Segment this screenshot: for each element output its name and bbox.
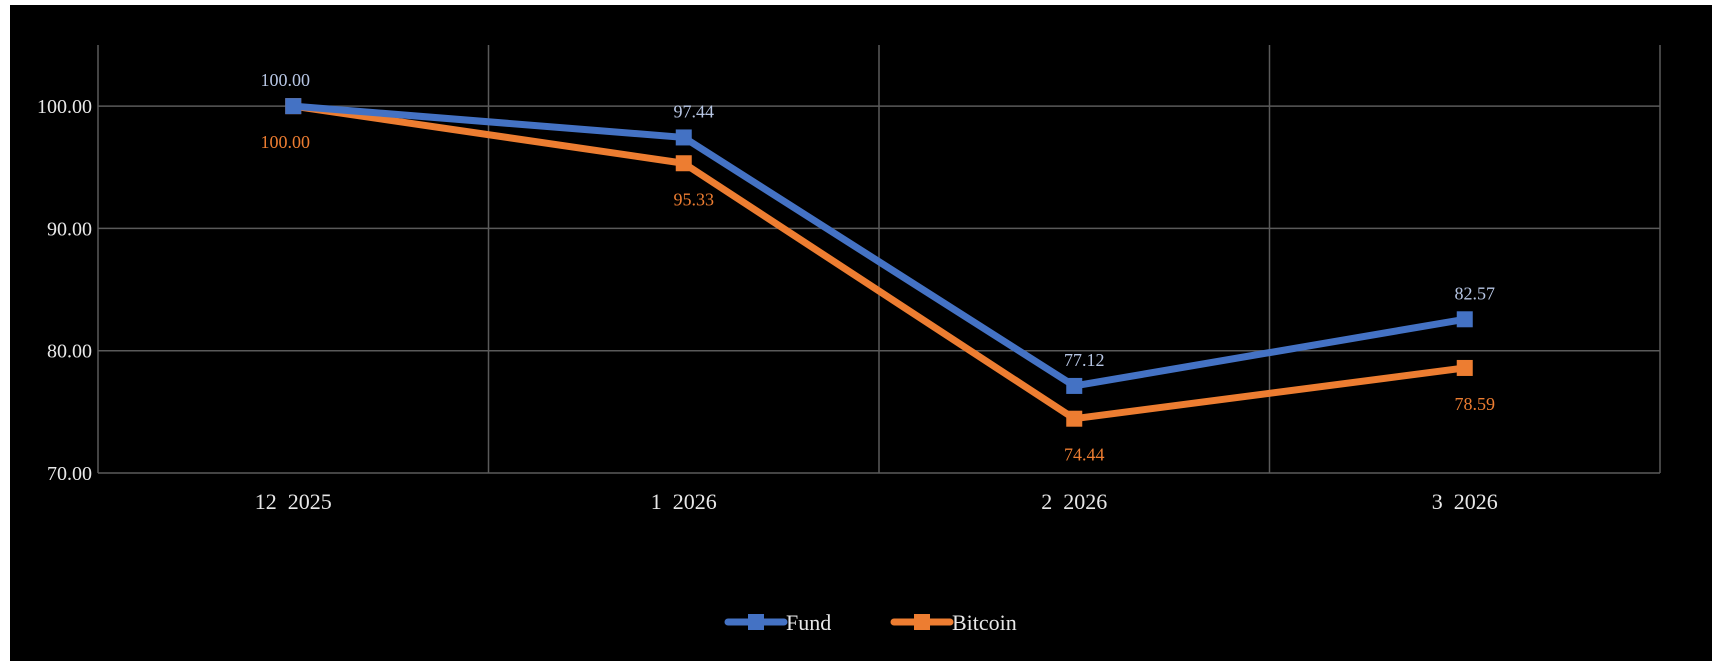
data-point-fund bbox=[676, 129, 692, 145]
data-point-bitcoin bbox=[1066, 411, 1082, 427]
data-label-fund: 100.00 bbox=[261, 70, 311, 90]
y-tick-label: 90.00 bbox=[47, 218, 92, 240]
data-point-fund bbox=[1066, 378, 1082, 394]
data-label-bitcoin: 95.33 bbox=[674, 189, 715, 209]
legend-swatch-marker bbox=[914, 614, 930, 630]
y-tick-label: 80.00 bbox=[47, 341, 92, 363]
data-label-fund: 77.12 bbox=[1064, 350, 1105, 370]
data-point-fund bbox=[285, 98, 301, 114]
data-point-bitcoin bbox=[1457, 360, 1473, 376]
y-axis-tick-labels: 70.00 80.00 90.00 100.00 bbox=[37, 96, 92, 485]
y-tick-label: 70.00 bbox=[47, 463, 92, 485]
legend-swatch-marker bbox=[748, 614, 764, 630]
data-label-bitcoin: 100.00 bbox=[261, 132, 311, 152]
data-label-bitcoin: 78.59 bbox=[1455, 394, 1496, 414]
x-tick-label: 2 2026 bbox=[1041, 489, 1107, 514]
legend-label-bitcoin: Bitcoin bbox=[952, 610, 1017, 635]
data-label-bitcoin: 74.44 bbox=[1064, 445, 1105, 465]
legend-label-fund: Fund bbox=[786, 610, 831, 635]
data-point-fund bbox=[1457, 311, 1473, 327]
data-point-bitcoin bbox=[676, 155, 692, 171]
chart-area: 70.00 80.00 90.00 100.00 12 2025 1 2026 2 202… bbox=[10, 5, 1712, 661]
legend: Fund Bitcoin bbox=[728, 610, 1017, 635]
y-tick-label: 100.00 bbox=[37, 96, 92, 118]
x-tick-label: 3 2026 bbox=[1432, 489, 1498, 514]
x-tick-label: 1 2026 bbox=[651, 489, 717, 514]
x-axis-tick-labels: 12 2025 1 2026 2 2026 3 2026 bbox=[255, 489, 1498, 514]
data-label-fund: 97.44 bbox=[674, 101, 715, 121]
data-label-fund: 82.57 bbox=[1455, 283, 1496, 303]
line-chart: 70.00 80.00 90.00 100.00 12 2025 1 2026 2 202… bbox=[10, 5, 1712, 661]
x-tick-label: 12 2025 bbox=[255, 489, 332, 514]
